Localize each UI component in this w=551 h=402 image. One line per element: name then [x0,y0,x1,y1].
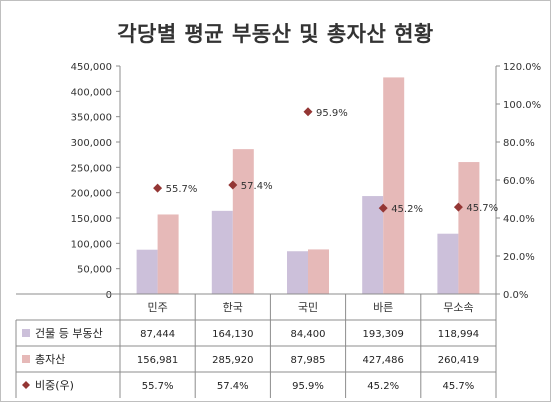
ratio-diamond-marker [303,107,313,117]
table-cell-value: 45.2% [367,381,399,392]
table-cell-value: 87,444 [140,329,175,340]
category-label: 바른 [373,301,393,314]
bar-real-estate [362,196,384,294]
y-left-tick-label: 350,000 [71,113,112,124]
y-left-tick-label: 400,000 [71,87,112,98]
y-left-tick-label: 300,000 [71,138,112,149]
bar-total-assets [308,249,329,294]
legend-key-swatch [22,355,30,363]
y-left-tick-label: 450,000 [71,62,112,73]
bar-total-assets [458,162,480,294]
legend-key-diamond [22,381,30,389]
table-row-label: 총자산 [35,353,65,366]
y-left-tick-label: 0 [106,290,112,301]
table-cell-value: 95.9% [292,381,324,392]
table-cell-value: 156,981 [137,355,178,366]
bar-total-assets [383,77,405,294]
table-cell-value: 55.7% [142,381,174,392]
legend-key-swatch [22,329,30,337]
ratio-diamond-marker [378,203,388,213]
table-row-label: 건물 등 부동산 [35,327,103,340]
table-cell-value: 84,400 [291,329,326,340]
bar-total-assets [157,214,179,294]
bar-real-estate [287,251,308,294]
ratio-data-label: 57.4% [241,181,273,192]
table-cell-value: 45.7% [443,381,475,392]
table-cell-value: 118,994 [438,329,479,340]
bar-real-estate [211,210,233,294]
ratio-data-label: 45.2% [391,204,423,215]
ratio-data-label: 55.7% [166,184,198,195]
bar-real-estate [437,233,459,294]
y-right-tick-label: 80.0% [503,138,535,149]
y-right-tick-label: 120.0% [503,62,541,73]
table-cell-value: 427,486 [363,355,404,366]
y-right-tick-label: 100.0% [503,100,541,111]
category-label: 무소속 [443,301,473,314]
y-left-tick-label: 100,000 [71,239,112,250]
table-cell-value: 87,985 [291,355,326,366]
category-label: 민주 [147,301,167,314]
ratio-diamond-marker [228,180,238,190]
y-left-tick-label: 200,000 [71,189,112,200]
y-right-tick-label: 40.0% [503,214,535,225]
y-left-tick-label: 50,000 [77,265,112,276]
ratio-diamond-marker [153,183,163,193]
ratio-diamond-marker [453,202,463,212]
table-cell-value: 260,419 [438,355,479,366]
y-right-tick-label: 20.0% [503,252,535,263]
category-label: 한국 [223,301,243,314]
table-cell-value: 193,309 [363,329,404,340]
y-right-tick-label: 0.0% [503,290,528,301]
table-cell-value: 164,130 [212,329,253,340]
table-row-label: 비중(우) [35,379,74,392]
ratio-data-label: 45.7% [466,203,498,214]
ratio-data-label: 95.9% [316,108,348,119]
bar-real-estate [136,249,158,294]
chart-title: 각당별 평균 부동산 및 총자산 현황 [117,22,434,46]
y-left-tick-label: 250,000 [71,163,112,174]
table-cell-value: 57.4% [217,381,249,392]
y-right-tick-label: 60.0% [503,176,535,187]
y-left-tick-label: 150,000 [71,214,112,225]
category-label: 국민 [298,301,318,314]
bar-total-assets [232,149,254,294]
table-cell-value: 285,920 [212,355,253,366]
